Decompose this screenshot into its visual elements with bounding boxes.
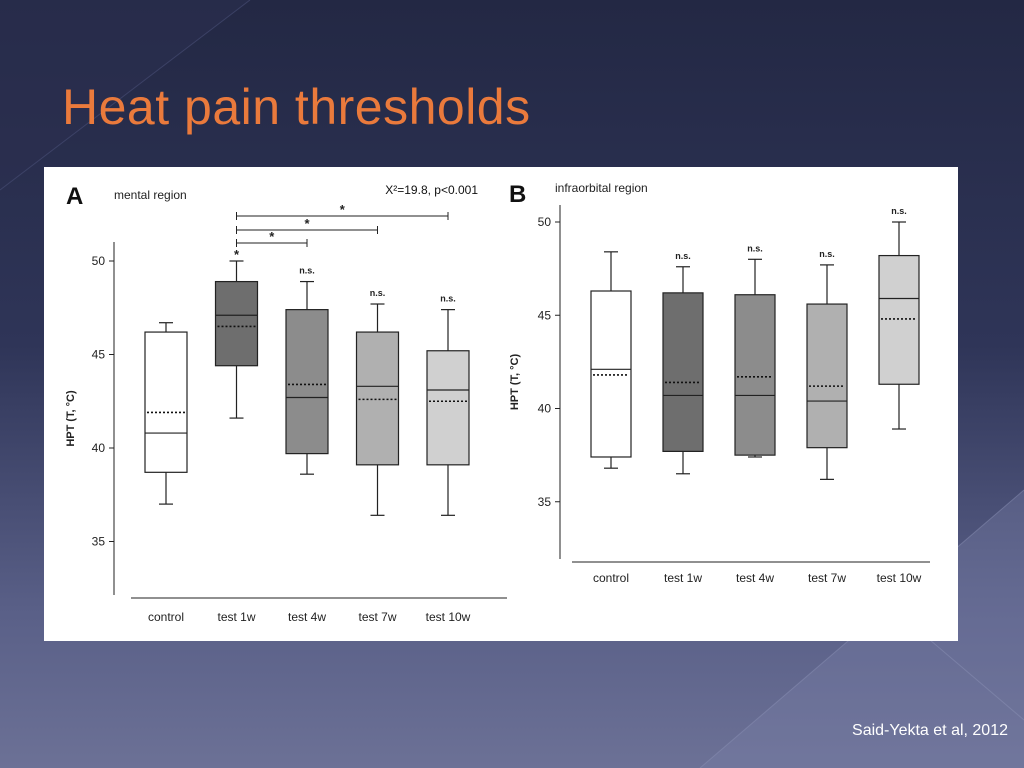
panel-a-box: [426, 350, 470, 466]
panel-a-box-annotation: n.s.: [299, 266, 315, 276]
panel-a-label: A: [66, 183, 83, 210]
panel-a-bracket-label: *: [304, 216, 310, 231]
panel-b-box-annotation: n.s.: [891, 206, 907, 216]
panel-b-x-tick-label: test 7w: [808, 571, 846, 585]
panel-b-y-axis-label: HPT (T, °C): [509, 353, 521, 410]
slide-title: Heat pain thresholds: [62, 79, 531, 135]
panel-a-box: [214, 280, 259, 367]
panel-a-y-tick-label: 35: [92, 535, 106, 549]
panel-a-box: [355, 331, 400, 466]
panel-b-box-annotation: n.s.: [675, 251, 691, 261]
panel-b-box-annotation: n.s.: [747, 243, 763, 253]
citation: Said-Yekta et al, 2012: [852, 722, 1008, 739]
panel-b-x-tick-label: control: [593, 571, 629, 585]
panel-b-box: [878, 254, 920, 385]
panel-a-box-annotation: n.s.: [440, 294, 456, 304]
panel-a-x-tick-label: test 4w: [288, 610, 326, 624]
panel-a-y-tick-label: 50: [92, 254, 106, 268]
panel-b-box-annotation: n.s.: [819, 249, 835, 259]
panel-a-stat-label: X²=19.8, p<0.001: [385, 183, 478, 197]
panel-a-box: [285, 309, 329, 455]
panel-a-y-axis-label: HPT (T, °C): [65, 390, 77, 447]
panel-b-box: [662, 292, 704, 452]
panel-b-x-tick-label: test 4w: [736, 571, 774, 585]
panel-b-y-tick-label: 40: [538, 402, 552, 416]
panel-a-x-tick-label: test 7w: [358, 610, 396, 624]
panel-b-label: B: [509, 181, 526, 208]
panel-b-box: [590, 290, 632, 458]
panel-b-x-tick-label: test 10w: [877, 571, 922, 585]
panel-a-x-tick-label: test 10w: [426, 610, 471, 624]
panel-a-bracket-label: *: [269, 229, 275, 244]
panel-a-bracket-label: *: [340, 202, 346, 217]
panel-a-box-annotation: n.s.: [370, 288, 386, 298]
panel-a-box: [144, 331, 188, 473]
panel-b-y-tick-label: 35: [538, 495, 552, 509]
panel-a-title: mental region: [114, 188, 187, 202]
panel-a-x-tick-label: test 1w: [217, 610, 255, 624]
panel-b-title: infraorbital region: [555, 181, 648, 195]
panel-a-box-annotation: *: [234, 247, 240, 262]
panel-b-box: [734, 294, 776, 456]
panel-a-y-tick-label: 40: [92, 441, 106, 455]
panel-b-y-tick-label: 50: [538, 215, 552, 229]
panel-b-box: [806, 303, 848, 449]
panel-b-x-tick-label: test 1w: [664, 571, 702, 585]
panel-a-x-tick-label: control: [148, 610, 184, 624]
panel-b-y-tick-label: 45: [538, 308, 552, 322]
panel-a-y-tick-label: 45: [92, 348, 106, 362]
